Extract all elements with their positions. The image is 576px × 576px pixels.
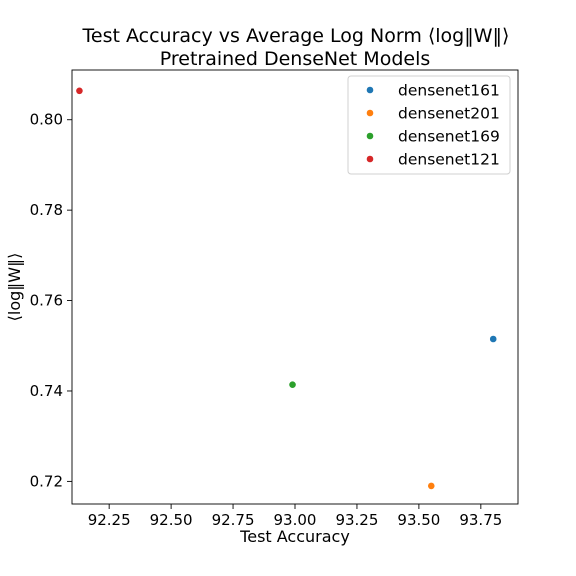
- y-axis-label: ⟨log‖W‖⟩: [5, 253, 24, 322]
- data-point-densenet201: [427, 482, 435, 490]
- legend-marker-densenet161: [366, 86, 374, 94]
- x-tick-label: 92.50: [150, 511, 193, 529]
- legend: densenet161 densenet201 densenet169 densene…: [347, 75, 511, 175]
- legend-label: densenet161: [398, 82, 500, 100]
- legend-label: densenet169: [398, 128, 500, 146]
- x-tick-label: 93.25: [335, 511, 378, 529]
- chart-subtitle: Pretrained DenseNet Models: [160, 48, 431, 70]
- plot-frame: [71, 69, 519, 505]
- x-tick-label: 93.50: [397, 511, 440, 529]
- y-tick-label: 0.78: [30, 201, 63, 219]
- legend-label: densenet201: [398, 105, 500, 123]
- legend-marker-densenet169: [366, 132, 374, 140]
- x-tick-label: 93.75: [459, 511, 502, 529]
- y-tick-label: 0.80: [30, 111, 63, 129]
- x-axis-ticks: 92.25 92.50 92.75 93.00 93.25 93.50 93.75: [88, 504, 502, 529]
- y-tick-label: 0.72: [30, 472, 63, 490]
- x-tick-label: 92.75: [212, 511, 255, 529]
- data-point-densenet121: [76, 87, 83, 95]
- chart-title: Test Accuracy vs Average Log Norm ⟨log‖W…: [82, 25, 510, 47]
- legend-marker-densenet201: [366, 109, 374, 117]
- x-tick-label: 93.00: [274, 511, 317, 529]
- legend-marker-densenet121: [366, 155, 374, 163]
- y-tick-label: 0.76: [30, 292, 63, 310]
- data-point-densenet169: [289, 381, 296, 388]
- legend-items: densenet161 densenet201 densenet169 densene…: [366, 82, 500, 169]
- x-axis-label: Test Accuracy: [239, 527, 350, 546]
- y-axis-ticks: 0.72 0.74 0.76 0.78 0.80: [30, 111, 72, 490]
- y-tick-label: 0.74: [30, 382, 63, 400]
- legend-label: densenet121: [398, 151, 500, 169]
- x-tick-label: 92.25: [88, 511, 131, 529]
- legend-box: [347, 75, 511, 175]
- data-point-densenet161: [489, 335, 497, 343]
- data-points: [76, 87, 497, 490]
